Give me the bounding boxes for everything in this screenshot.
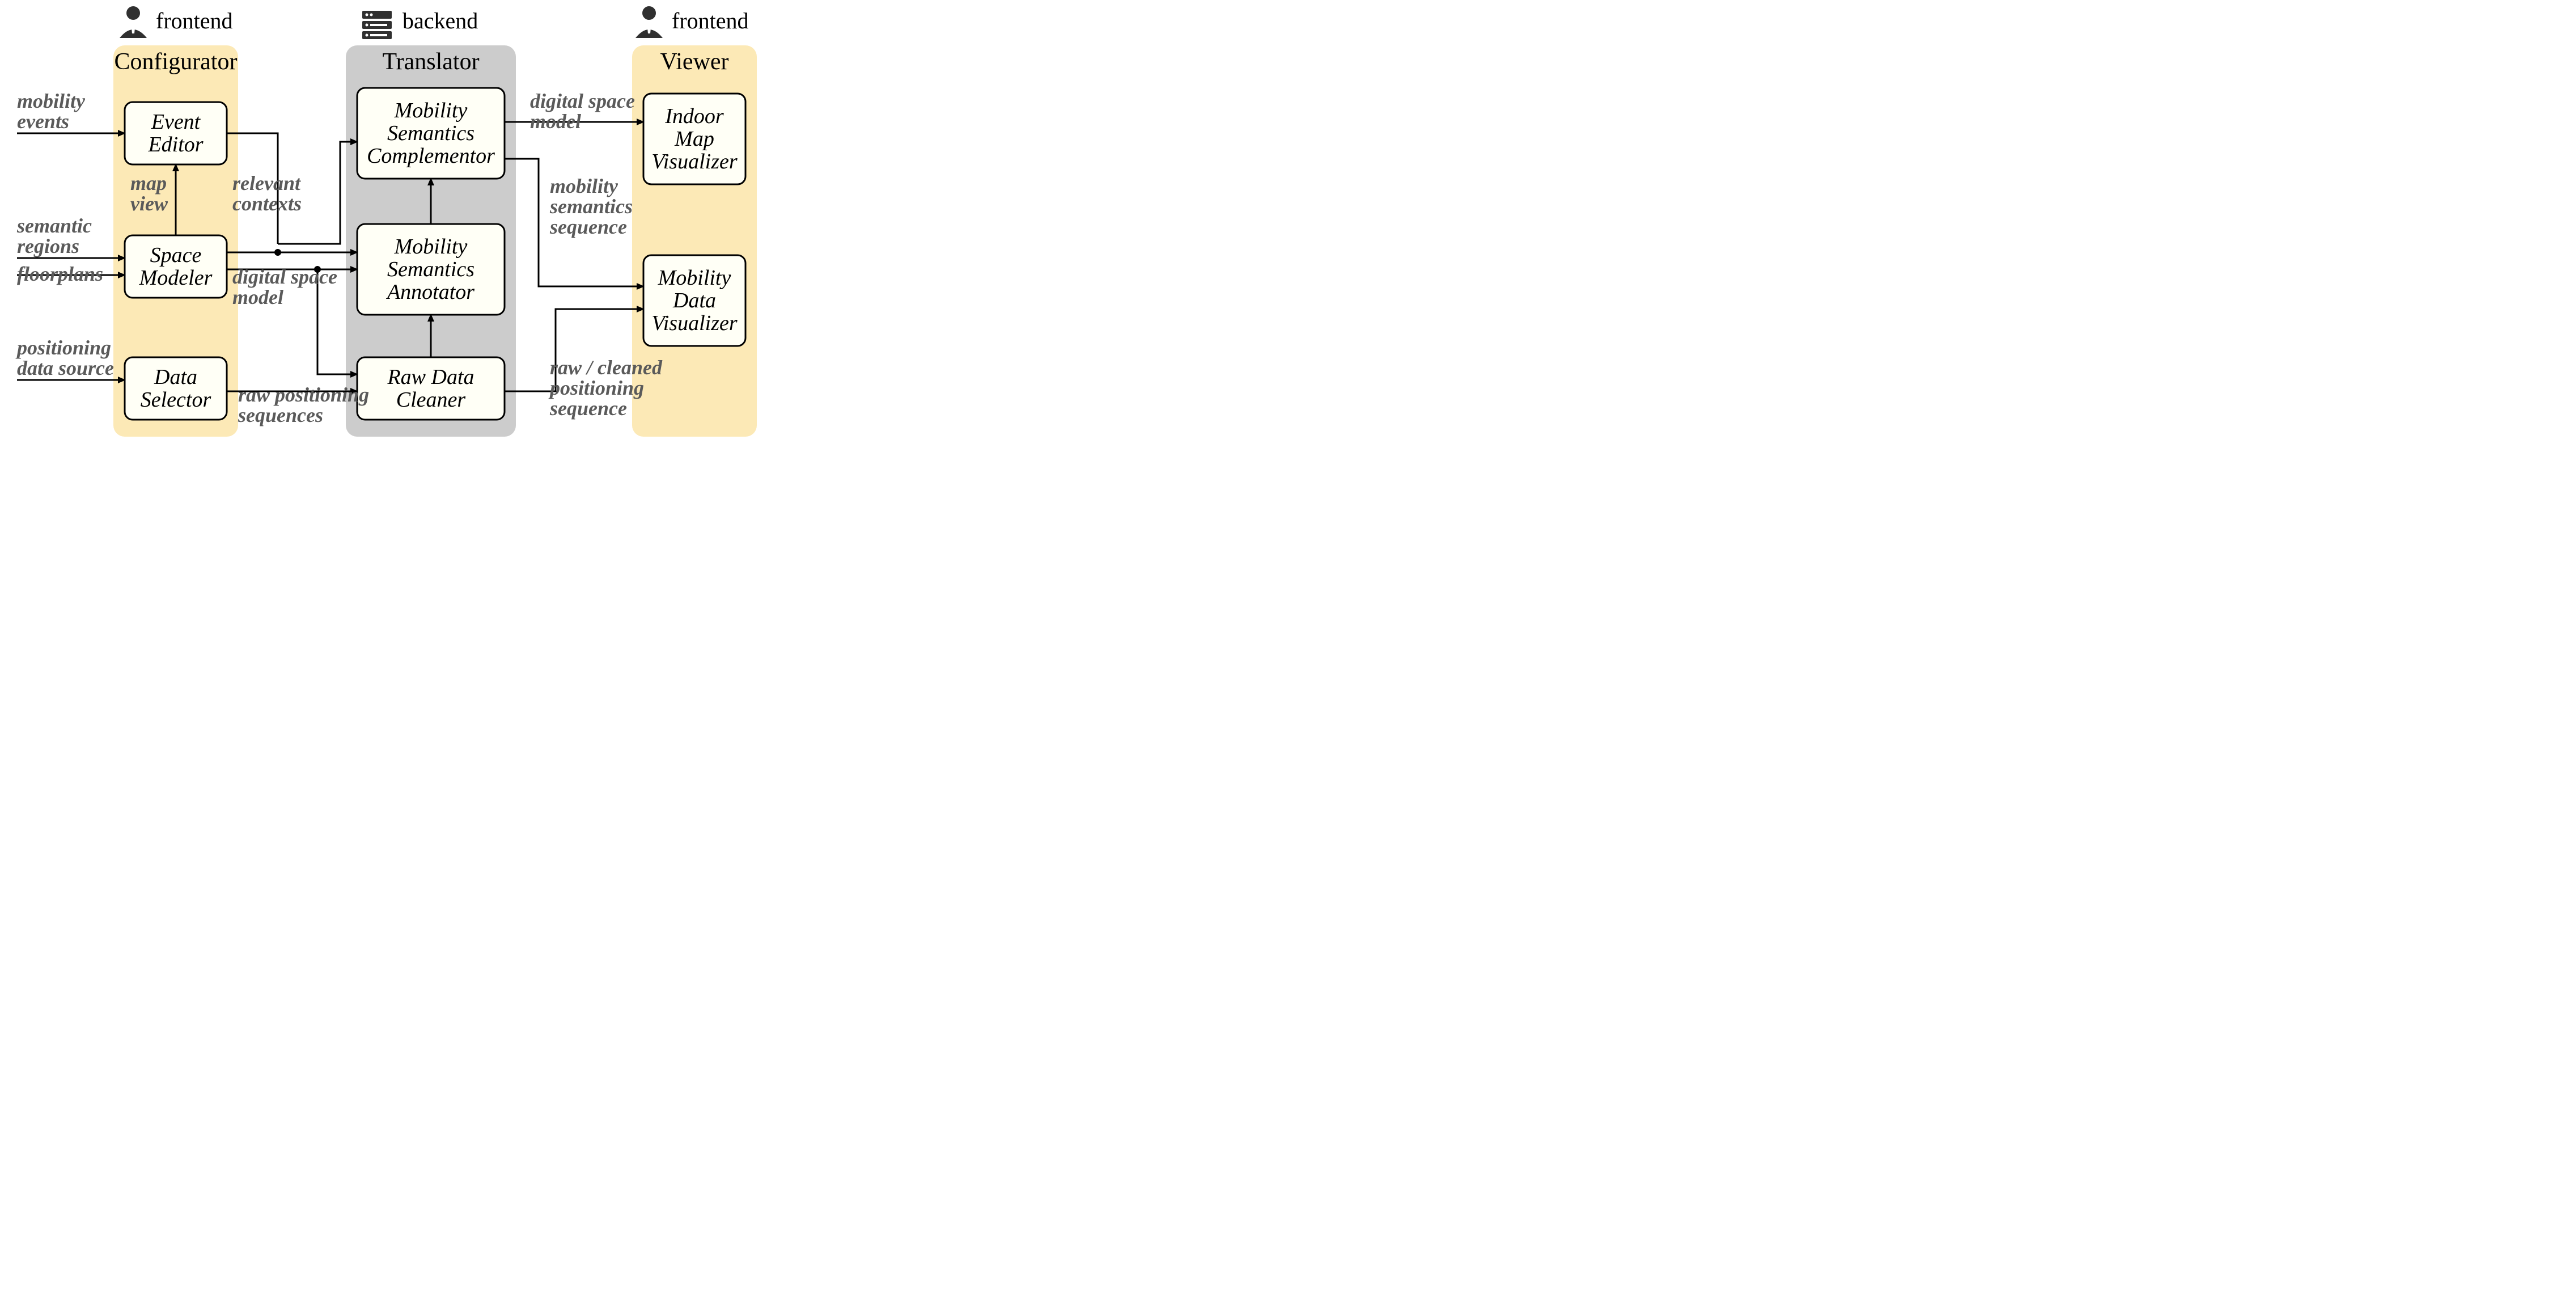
- label-digital_space_model_mid-line0: digital space: [232, 265, 337, 288]
- node-ms_annotator-line1: Semantics: [387, 257, 474, 281]
- node-space_modeler-line0: Space: [150, 243, 202, 267]
- node-mobility_viz-line1: Data: [672, 289, 716, 312]
- label-digital_space_model_mid-line1: model: [232, 286, 283, 309]
- label-relevant_contexts-line1: contexts: [232, 192, 302, 215]
- node-ms_complementor-line1: Semantics: [387, 121, 474, 145]
- node-data_selector-line1: Selector: [141, 388, 211, 412]
- label-raw_positioning_seq-line0: raw positioning: [238, 383, 369, 406]
- node-ms_complementor-line0: Mobility: [394, 99, 468, 122]
- label-mobility_events-line0: mobility: [17, 90, 86, 112]
- label-mobility_semantics_seq-line0: mobility: [550, 175, 618, 197]
- label-mobility_semantics_seq-line1: semantics: [549, 195, 633, 218]
- label-raw_cleaned_seq-line0: raw / cleaned: [550, 356, 663, 379]
- label-map_view-line0: map: [130, 172, 167, 195]
- node-indoor_viz-line2: Visualizer: [651, 150, 738, 174]
- label-map_view-line1: view: [130, 192, 168, 215]
- label-semantic_regions-line0: semantic: [16, 214, 92, 237]
- node-ms_annotator-line0: Mobility: [394, 235, 468, 259]
- node-ms_annotator-line2: Annotator: [385, 280, 474, 304]
- node-mobility_viz-line2: Visualizer: [651, 311, 738, 335]
- label-relevant_contexts-line0: relevant: [232, 172, 301, 195]
- node-ms_complementor-line2: Complementor: [367, 144, 495, 168]
- label-raw_cleaned_seq-line2: sequence: [549, 397, 627, 420]
- label-raw_positioning_seq-line1: sequences: [238, 404, 323, 426]
- person-icon-right: [635, 6, 663, 38]
- node-raw_cleaner-line0: Raw Data: [387, 365, 474, 389]
- node-space_modeler-line1: Modeler: [139, 266, 213, 290]
- role-frontend-left: frontend: [156, 8, 233, 33]
- node-event_editor-line0: Event: [151, 110, 201, 134]
- panel-title-configurator: Configurator: [115, 49, 238, 75]
- label-semantic_regions-line1: regions: [17, 235, 79, 257]
- label-mobility_semantics_seq-line2: sequence: [549, 215, 627, 238]
- label-floorplans-line0: floorplans: [17, 263, 103, 285]
- node-indoor_viz-line0: Indoor: [664, 104, 724, 128]
- node-mobility_viz-line0: Mobility: [658, 266, 731, 290]
- node-raw_cleaner-line1: Cleaner: [396, 388, 466, 412]
- role-backend: backend: [402, 8, 478, 33]
- node-indoor_viz-line1: Map: [674, 127, 714, 151]
- label-raw_cleaned_seq-line1: positioning: [548, 377, 644, 399]
- junction-dot: [274, 249, 281, 256]
- server-icon: [362, 11, 392, 39]
- person-icon-left: [120, 6, 147, 38]
- label-digital_space_model_top-line1: model: [530, 110, 581, 133]
- role-frontend-right: frontend: [672, 8, 749, 33]
- label-positioning_source-line0: positioning: [15, 336, 111, 359]
- node-event_editor-line1: Editor: [147, 133, 203, 157]
- label-digital_space_model_top-line0: digital space: [530, 90, 635, 112]
- node-data_selector-line0: Data: [154, 365, 197, 389]
- panel-title-translator: Translator: [382, 49, 479, 75]
- label-mobility_events-line1: events: [17, 110, 69, 133]
- label-positioning_source-line1: data source: [17, 357, 114, 379]
- panel-title-viewer: Viewer: [660, 49, 728, 75]
